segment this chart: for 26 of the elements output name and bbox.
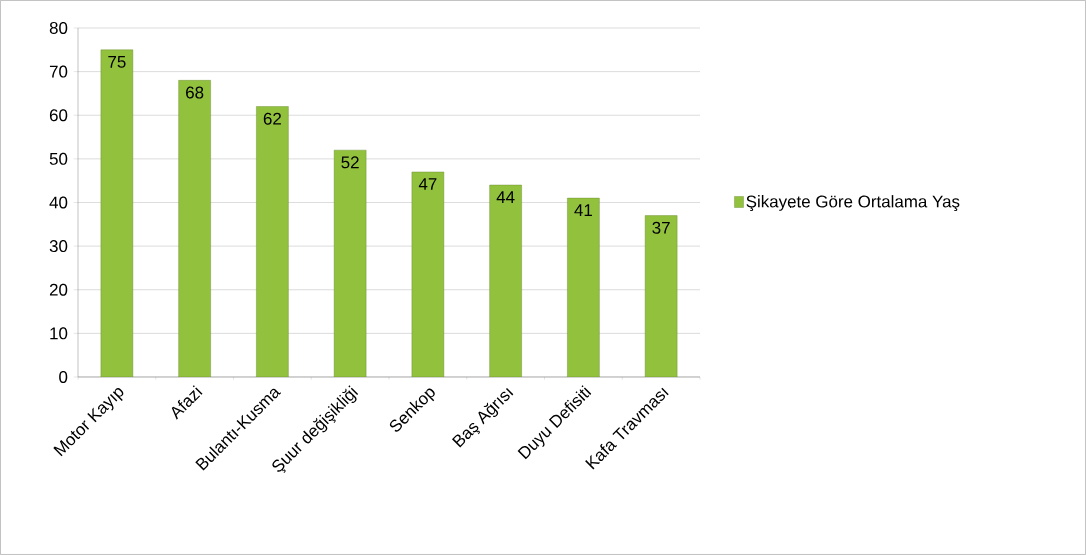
data-label: 41 bbox=[574, 204, 592, 216]
data-label: 68 bbox=[186, 86, 204, 99]
bar bbox=[178, 80, 211, 377]
data-label: 47 bbox=[418, 178, 437, 190]
legend-label: Şikayete Göre Ortalama Yaş bbox=[746, 195, 960, 211]
y-tick-label: 50 bbox=[49, 152, 68, 165]
y-tick-label: 40 bbox=[49, 196, 68, 209]
bar bbox=[489, 184, 522, 377]
y-tick-label: 20 bbox=[49, 283, 68, 296]
y-tick-label: 10 bbox=[50, 327, 68, 340]
y-tick-label: 70 bbox=[49, 65, 68, 78]
bar bbox=[100, 49, 134, 377]
bar bbox=[567, 197, 600, 377]
y-tick-label: 0 bbox=[59, 370, 68, 383]
data-label: 62 bbox=[263, 112, 281, 125]
y-tick-label: 60 bbox=[49, 109, 68, 122]
y-tick-label: 30 bbox=[49, 240, 68, 253]
data-label: 37 bbox=[652, 221, 670, 234]
data-label: 44 bbox=[496, 191, 515, 203]
bar bbox=[411, 171, 445, 377]
bar bbox=[644, 215, 678, 377]
bar bbox=[256, 106, 289, 377]
data-label: 52 bbox=[341, 156, 359, 169]
y-tick-label: 80 bbox=[49, 21, 68, 34]
bar bbox=[333, 149, 367, 377]
data-label: 75 bbox=[108, 55, 126, 68]
